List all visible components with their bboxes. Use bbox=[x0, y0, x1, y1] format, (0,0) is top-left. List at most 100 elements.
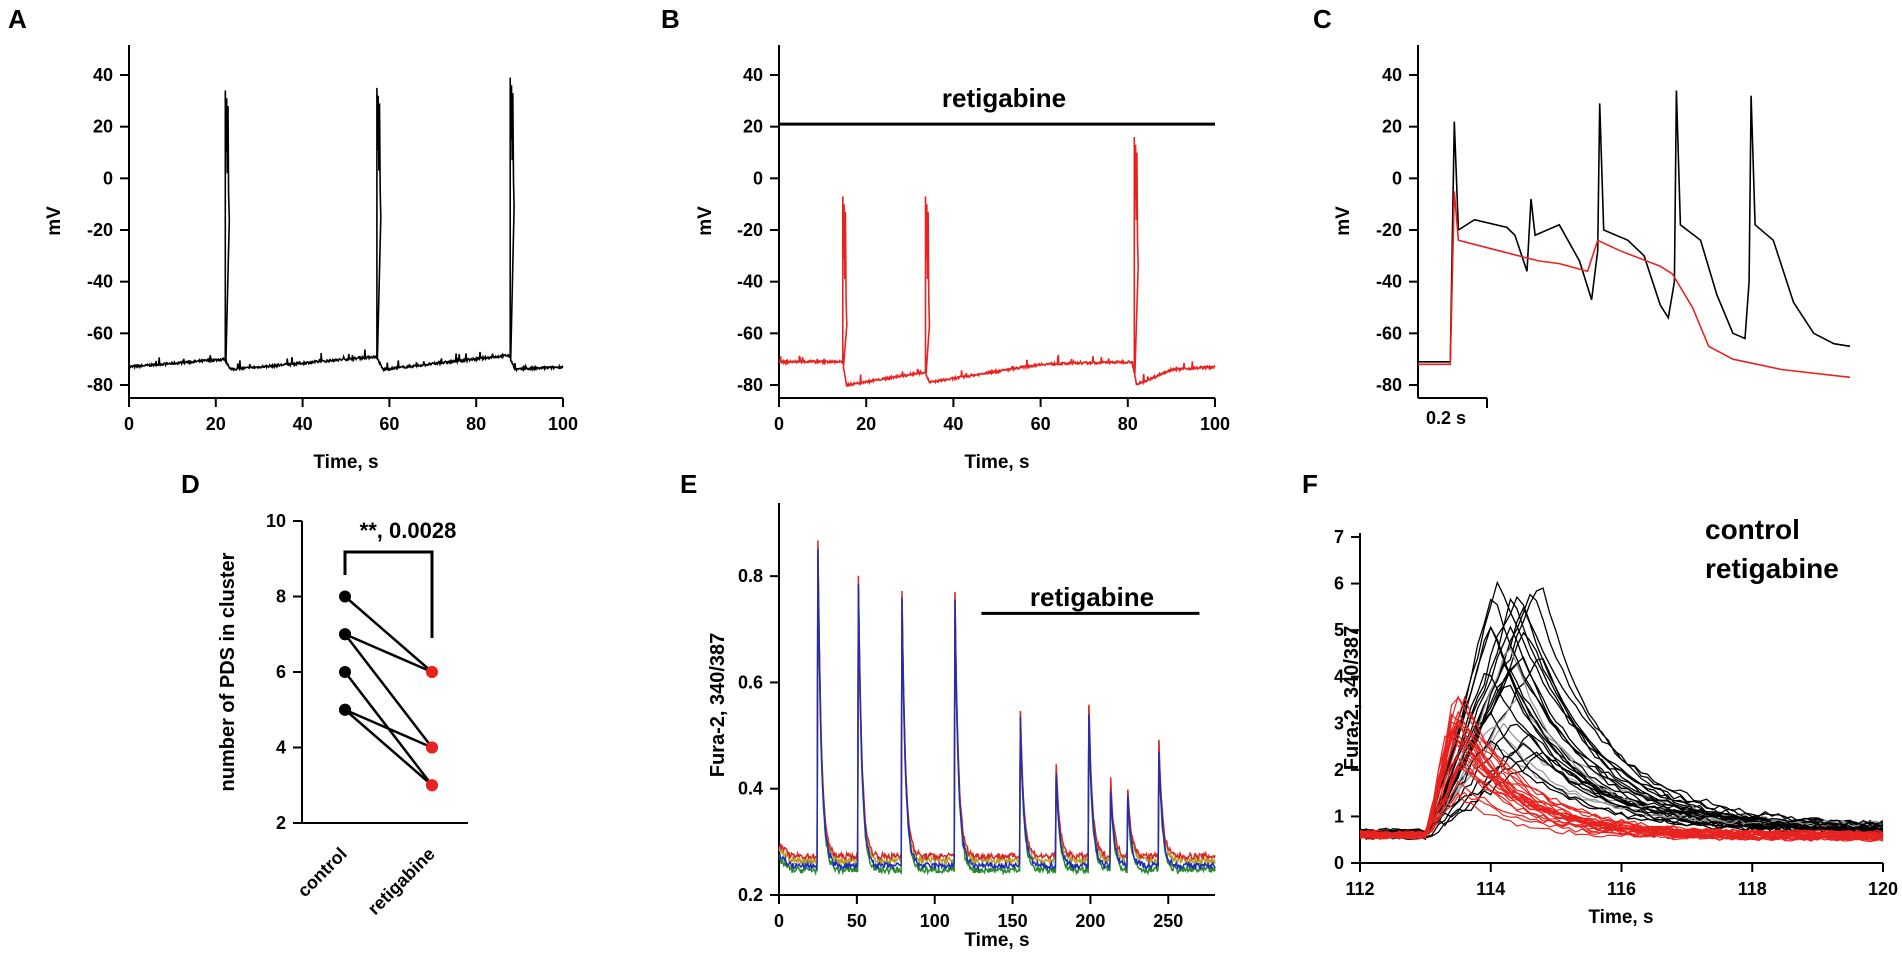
point-retigabine-d bbox=[426, 666, 438, 678]
panel-c: C 40 20 0 -20 -40 -60 -80 mV 0.2 s bbox=[1313, 4, 1851, 428]
x-tick-label-a: 60 bbox=[379, 414, 399, 434]
x-tick-label-a: 100 bbox=[548, 414, 578, 434]
pair-line-d bbox=[344, 633, 433, 749]
x-tick-label-e: 150 bbox=[998, 911, 1028, 931]
traces-e bbox=[778, 540, 1216, 876]
trace-green-e bbox=[778, 552, 1216, 876]
y-axis-label-b: mV bbox=[695, 206, 716, 236]
y-tick-label-d: 10 bbox=[266, 511, 286, 531]
y-tick-label-a: 0 bbox=[103, 168, 113, 188]
point-control-d bbox=[339, 666, 351, 678]
y-tick-label-d: 6 bbox=[276, 662, 286, 682]
y-axis-label-f: Fura-2, 340/387 bbox=[1341, 626, 1363, 771]
x-tick-label-a: 40 bbox=[293, 414, 313, 434]
x-tick-label-e: 200 bbox=[1075, 911, 1105, 931]
trace-retigabine-f bbox=[1359, 733, 1884, 840]
ticks-b: 40 20 0 -20 -40 -60 -80 0 20 40 60 80 100 bbox=[737, 65, 1230, 434]
panel-label-f: F bbox=[1302, 469, 1318, 499]
x-tick-label-f: 116 bbox=[1607, 879, 1636, 899]
y-tick-label-b: -60 bbox=[737, 323, 763, 343]
x-tick-label-b: 40 bbox=[943, 414, 963, 434]
y-tick-label-c: 20 bbox=[1382, 117, 1402, 137]
y-tick-label-e: 0.6 bbox=[738, 672, 763, 692]
y-tick-label-a: -80 bbox=[87, 375, 113, 395]
trace-control-a bbox=[128, 77, 564, 373]
x-tick-label-b: 60 bbox=[1031, 414, 1051, 434]
panel-e: E 0.8 0.6 0.4 0.2 0 50 100 150 200 250 Fura-2, 34… bbox=[680, 469, 1216, 951]
y-tick-label-b: 20 bbox=[743, 117, 763, 137]
y-tick-label-c: -80 bbox=[1376, 375, 1402, 395]
trace-control-f bbox=[1359, 742, 1884, 836]
trace-retigabine-b bbox=[778, 136, 1216, 388]
y-tick-label-b: -20 bbox=[737, 220, 763, 240]
x-tick-label-b: 20 bbox=[856, 414, 876, 434]
y-tick-label-a: -20 bbox=[87, 220, 113, 240]
y-tick-label-b: -80 bbox=[737, 375, 763, 395]
y-tick-label-b: 40 bbox=[743, 65, 763, 85]
x-tick-label-b: 100 bbox=[1200, 414, 1230, 434]
trace-blue-e bbox=[778, 549, 1216, 872]
x-tick-label-f: 120 bbox=[1868, 879, 1898, 899]
scalebar-label-c: 0.2 s bbox=[1426, 408, 1466, 428]
y-tick-label-f: 4 bbox=[1334, 667, 1344, 687]
x-axis-label-a: Time, s bbox=[313, 452, 378, 473]
y-tick-label-c: -60 bbox=[1376, 323, 1402, 343]
x-tick-label-f: 112 bbox=[1345, 879, 1374, 899]
panel-label-d: D bbox=[181, 469, 200, 499]
trace-retigabine-f bbox=[1359, 766, 1884, 839]
y-tick-label-c: -20 bbox=[1376, 220, 1402, 240]
y-tick-label-c: 40 bbox=[1382, 65, 1402, 85]
x-axis-label-f: Time, s bbox=[1588, 907, 1653, 928]
panel-label-b: B bbox=[661, 4, 680, 34]
category-retigabine-d: retigabine bbox=[364, 844, 439, 919]
y-tick-label-e: 0.2 bbox=[738, 885, 763, 905]
y-tick-label-f: 7 bbox=[1334, 527, 1344, 547]
x-tick-label-b: 0 bbox=[774, 414, 784, 434]
y-tick-label-a: 20 bbox=[93, 117, 113, 137]
panel-a: A 40 20 0 -20 -40 -60 -80 0 20 40 60 80 100 mV Time,… bbox=[8, 4, 578, 473]
paired-points-d bbox=[339, 590, 438, 792]
y-tick-label-d: 8 bbox=[276, 587, 286, 607]
ticks-d: 10 8 6 4 2 bbox=[266, 511, 302, 833]
trace-control-c bbox=[1418, 90, 1851, 363]
point-retigabine-d bbox=[426, 741, 438, 754]
y-tick-label-d: 2 bbox=[276, 813, 286, 833]
y-tick-label-b: -40 bbox=[737, 272, 763, 292]
x-tick-label-f: 118 bbox=[1738, 879, 1767, 899]
x-tick-label-a: 20 bbox=[206, 414, 226, 434]
trace-retigabine-c bbox=[1418, 191, 1851, 379]
panel-b: B 40 20 0 -20 -40 -60 -80 0 20 40 60 80 100 mV Time,… bbox=[661, 4, 1230, 473]
y-axis-label-e: Fura-2, 340/387 bbox=[707, 633, 729, 778]
pair-line-d bbox=[344, 708, 433, 787]
y-tick-label-f: 6 bbox=[1334, 574, 1344, 594]
traces-f bbox=[1359, 580, 1884, 843]
point-control-d bbox=[339, 703, 351, 716]
y-tick-label-b: 0 bbox=[753, 168, 763, 188]
y-tick-label-e: 0.4 bbox=[738, 779, 763, 799]
panel-label-e: E bbox=[680, 469, 697, 499]
trace-retigabine-f bbox=[1359, 696, 1884, 841]
trace-control-f bbox=[1359, 597, 1884, 838]
significance-label-d: **, 0.0028 bbox=[360, 518, 457, 543]
point-retigabine-d bbox=[426, 779, 438, 792]
retigabine-label-e: retigabine bbox=[1030, 582, 1154, 612]
y-tick-label-a: -60 bbox=[87, 323, 113, 343]
ticks-e: 0.8 0.6 0.4 0.2 0 50 100 150 200 250 bbox=[738, 566, 1183, 931]
trace-red-e bbox=[778, 540, 1216, 862]
x-axis-label-e: Time, s bbox=[964, 930, 1029, 951]
x-tick-label-e: 0 bbox=[774, 911, 784, 931]
y-tick-label-a: -40 bbox=[87, 272, 113, 292]
x-tick-label-e: 100 bbox=[920, 911, 950, 931]
trace-control-f bbox=[1359, 725, 1884, 839]
y-tick-label-f: 5 bbox=[1334, 620, 1344, 640]
point-control-d bbox=[339, 590, 351, 603]
point-control-d bbox=[339, 628, 351, 641]
y-tick-label-e: 0.8 bbox=[738, 566, 763, 586]
x-tick-label-f: 114 bbox=[1476, 879, 1505, 899]
panel-label-c: C bbox=[1313, 4, 1332, 34]
ticks-c: 40 20 0 -20 -40 -60 -80 bbox=[1376, 65, 1418, 395]
y-tick-label-a: 40 bbox=[93, 65, 113, 85]
